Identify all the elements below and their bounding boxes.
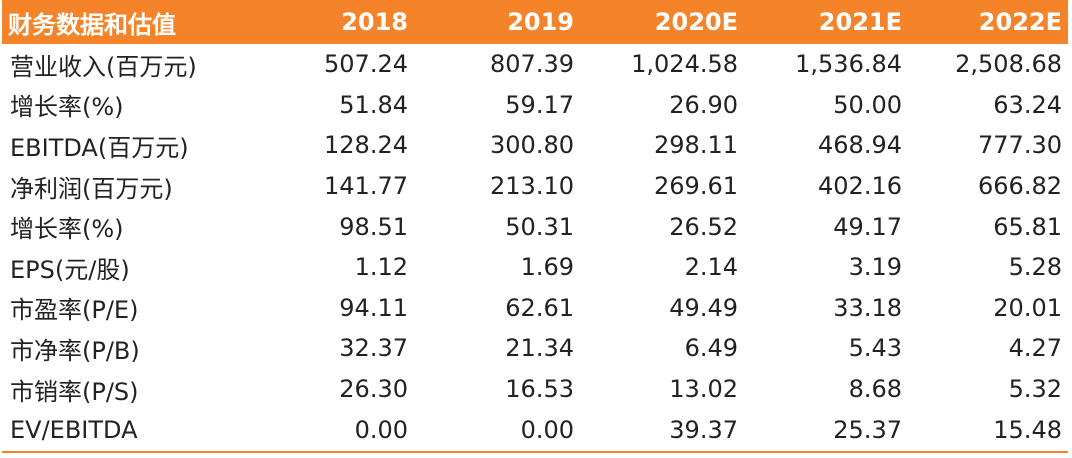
table-cell: 507.24 [324,50,408,79]
table-cell: 1.69 [520,253,574,282]
table-cell: 0.00 [520,415,574,444]
table-cell: 13.02 [669,375,738,404]
table-bottom-rule [2,451,1068,453]
year-header: 2022E [978,8,1062,36]
table-row: 增长率(%) 51.84 59.17 26.90 50.00 63.24 [2,85,1068,126]
table-row: 增长率(%) 98.51 50.31 26.52 49.17 65.81 [2,206,1068,247]
table-cell: 2.14 [684,253,738,282]
table-cell: 20.01 [993,293,1062,322]
table-cell: 777.30 [978,131,1062,160]
table-row: EV/EBITDA 0.00 0.00 39.37 25.37 15.48 [2,409,1068,450]
table-row: 营业收入(百万元) 507.24 807.39 1,024.58 1,536.84 2,5… [2,44,1068,85]
table-cell: 98.51 [339,212,408,241]
table-cell: 62.61 [505,293,574,322]
table-cell: 63.24 [993,90,1062,119]
table-cell: 26.52 [669,212,738,241]
table-cell: 468.94 [818,131,902,160]
table-cell: 5.32 [1008,375,1062,404]
table-row: 市销率(P/S) 26.30 16.53 13.02 8.68 5.32 [2,369,1068,410]
table-cell: 16.53 [505,375,574,404]
row-label: 市销率(P/S) [10,377,139,406]
table-cell: 32.37 [339,334,408,363]
table-cell: 39.37 [669,415,738,444]
row-label: 市盈率(P/E) [10,296,139,325]
table-cell: 666.82 [978,172,1062,201]
table-cell: 298.11 [654,131,738,160]
table-cell: 26.30 [339,375,408,404]
table-cell: 21.34 [505,334,574,363]
row-label: 市净率(P/B) [10,336,140,365]
table-cell: 59.17 [505,90,574,119]
table-row: 市盈率(P/E) 94.11 62.61 49.49 33.18 20.01 [2,288,1068,329]
row-label: EBITDA(百万元) [10,133,189,162]
table-cell: 94.11 [339,293,408,322]
table-cell: 25.37 [833,415,902,444]
table-cell: 3.19 [848,253,902,282]
table-cell: 5.28 [1008,253,1062,282]
table-cell: 49.17 [833,212,902,241]
table-cell: 50.31 [505,212,574,241]
table-cell: 2,508.68 [955,50,1062,79]
table-cell: 128.24 [324,131,408,160]
table-cell: 6.49 [684,334,738,363]
row-label: 增长率(%) [10,215,124,244]
row-label: EV/EBITDA [10,415,138,444]
year-header: 2019 [507,8,574,36]
row-label: 营业收入(百万元) [10,52,197,81]
table-cell: 1,024.58 [631,50,738,79]
table-cell: 8.68 [848,375,902,404]
table-row: EPS(元/股) 1.12 1.69 2.14 3.19 5.28 [2,247,1068,288]
table-cell: 15.48 [993,415,1062,444]
table-cell: 0.00 [354,415,408,444]
table-cell: 141.77 [324,172,408,201]
table-title: 财务数据和估值 [8,10,176,39]
year-header: 2021E [818,8,902,36]
table-cell: 300.80 [490,131,574,160]
table-cell: 4.27 [1008,334,1062,363]
table-cell: 5.43 [848,334,902,363]
table-body: 营业收入(百万元) 507.24 807.39 1,024.58 1,536.84 2,5… [2,44,1068,450]
table-cell: 1,536.84 [795,50,902,79]
table-row: 市净率(P/B) 32.37 21.34 6.49 5.43 4.27 [2,328,1068,369]
table-cell: 50.00 [833,90,902,119]
table-cell: 402.16 [818,172,902,201]
table-cell: 26.90 [669,90,738,119]
table-row: 净利润(百万元) 141.77 213.10 269.61 402.16 666.82 [2,166,1068,207]
year-header: 2018 [341,8,408,36]
table-cell: 49.49 [669,293,738,322]
table-header-row: 财务数据和估值 2018 2019 2020E 2021E 2022E [2,0,1068,44]
table-cell: 1.12 [354,253,408,282]
table-cell: 213.10 [490,172,574,201]
table-cell: 33.18 [833,293,902,322]
table-cell: 51.84 [339,90,408,119]
row-label: 增长率(%) [10,93,124,122]
table-row: EBITDA(百万元) 128.24 300.80 298.11 468.94 777.3… [2,125,1068,166]
year-header: 2020E [654,8,738,36]
financial-data-table: 财务数据和估值 2018 2019 2020E 2021E 2022E 营业收入… [2,0,1068,450]
table-cell: 807.39 [490,50,574,79]
table-cell: 269.61 [654,172,738,201]
table-cell: 65.81 [993,212,1062,241]
row-label: EPS(元/股) [10,255,130,284]
row-label: 净利润(百万元) [10,174,173,203]
